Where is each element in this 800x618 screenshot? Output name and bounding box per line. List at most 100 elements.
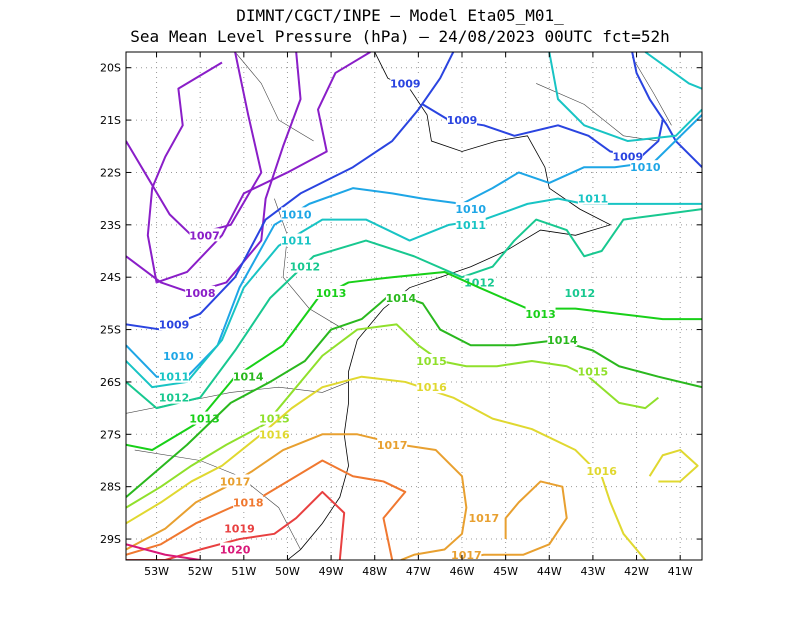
state-border bbox=[274, 198, 345, 330]
plot-frame bbox=[125, 51, 703, 561]
contour-label-1013: 1013 bbox=[189, 413, 220, 426]
contour-label-bg bbox=[159, 369, 189, 383]
contour-1012 bbox=[126, 208, 702, 410]
contour-label-1018: 1018 bbox=[233, 496, 264, 509]
contour-label-bg bbox=[220, 474, 251, 488]
tick-label-lat: 27S bbox=[100, 428, 121, 441]
tick-label-lon: 43W bbox=[580, 565, 605, 578]
contour-1011 bbox=[644, 52, 702, 90]
tick-label-lon: 44W bbox=[537, 565, 562, 578]
tick-label-lon: 47W bbox=[406, 565, 431, 578]
contour-label-1015: 1015 bbox=[578, 365, 609, 378]
contour-label-bg bbox=[468, 511, 499, 525]
contour-label-bg bbox=[455, 217, 486, 231]
coastline bbox=[287, 52, 612, 560]
contour-1009 bbox=[631, 52, 702, 168]
contour-1017 bbox=[453, 480, 568, 560]
contour-label-1017: 1017 bbox=[451, 549, 482, 562]
contour-label-bg bbox=[630, 160, 661, 174]
contour-label-bg bbox=[159, 390, 189, 404]
tick-label-lon: 52W bbox=[188, 565, 213, 578]
contour-label-1010: 1010 bbox=[163, 350, 194, 363]
contour-label-bg bbox=[259, 411, 290, 425]
contour-1011 bbox=[548, 52, 702, 143]
contour-label-bg bbox=[577, 364, 608, 378]
contour-label-bg bbox=[224, 521, 255, 535]
contour-label-1020: 1020 bbox=[220, 544, 251, 557]
contour-label-1012: 1012 bbox=[159, 392, 190, 405]
contour-label-bg bbox=[525, 306, 556, 320]
contour-label-bg bbox=[455, 202, 486, 216]
state-border bbox=[134, 449, 301, 550]
contour-label-1011: 1011 bbox=[281, 235, 312, 248]
contour-1016 bbox=[648, 449, 699, 483]
contour-label-1014: 1014 bbox=[233, 371, 264, 384]
contour-1013 bbox=[126, 270, 702, 452]
contour-label-bg bbox=[281, 233, 312, 247]
contour-1020 bbox=[126, 543, 201, 560]
contour-1018 bbox=[126, 459, 407, 560]
contour-label-bg bbox=[377, 437, 408, 451]
contour-label-bg bbox=[586, 463, 617, 477]
contour-label-bg bbox=[564, 285, 595, 299]
chart-title-line2: Sea Mean Level Pressure (hPa) – 24/08/20… bbox=[130, 27, 670, 46]
contour-label-bg bbox=[547, 333, 578, 347]
tick-label-lon: 50W bbox=[275, 565, 300, 578]
contour-label-1016: 1016 bbox=[416, 381, 447, 394]
contour-label-1013: 1013 bbox=[316, 287, 347, 300]
contour-label-1007: 1007 bbox=[189, 229, 220, 242]
contour-1007 bbox=[146, 52, 371, 284]
contour-label-bg bbox=[316, 285, 347, 299]
contour-label-1009: 1009 bbox=[447, 114, 478, 127]
contour-label-bg bbox=[159, 317, 189, 331]
tick-label-lat: 24S bbox=[100, 271, 121, 284]
contour-label-bg bbox=[185, 285, 216, 299]
contour-label-bg bbox=[447, 113, 477, 127]
contour-label-bg bbox=[220, 542, 251, 556]
tick-label-lat: 26S bbox=[100, 376, 121, 389]
contour-label-bg bbox=[416, 353, 447, 367]
contour-label-1011: 1011 bbox=[159, 371, 190, 384]
contour-label-bg bbox=[577, 191, 608, 205]
contour-label-1009: 1009 bbox=[390, 77, 421, 90]
contour-label-bg bbox=[289, 259, 320, 273]
tick-label-lon: 45W bbox=[493, 565, 518, 578]
contour-label-bg bbox=[233, 495, 264, 509]
tick-label-lon: 46W bbox=[450, 565, 475, 578]
tick-label-lon: 49W bbox=[319, 565, 344, 578]
contour-label-1012: 1012 bbox=[464, 276, 495, 289]
contour-label-1016: 1016 bbox=[586, 465, 617, 478]
state-border bbox=[631, 57, 672, 126]
tick-label-lat: 25S bbox=[100, 324, 121, 337]
contour-label-1011: 1011 bbox=[455, 219, 486, 232]
tick-label-lon: 51W bbox=[231, 565, 256, 578]
tick-label-lat: 20S bbox=[100, 62, 121, 75]
tick-label-lat: 21S bbox=[100, 114, 121, 127]
contour-label-1011: 1011 bbox=[578, 193, 609, 206]
contour-label-1010: 1010 bbox=[455, 203, 486, 216]
contour-label-1012: 1012 bbox=[565, 287, 596, 300]
contour-label-bg bbox=[612, 149, 643, 163]
tick-label-lat: 23S bbox=[100, 219, 121, 232]
contour-1009 bbox=[422, 103, 664, 158]
contour-label-1017: 1017 bbox=[469, 512, 500, 525]
contour-1011 bbox=[126, 197, 702, 389]
contour-label-1009: 1009 bbox=[159, 318, 190, 331]
tick-label-lon: 42W bbox=[624, 565, 649, 578]
contour-label-1010: 1010 bbox=[630, 161, 661, 174]
contour-label-1017: 1017 bbox=[220, 475, 251, 488]
contour-1008 bbox=[126, 52, 302, 294]
contour-label-bg bbox=[416, 380, 447, 394]
contour-label-1012: 1012 bbox=[290, 261, 321, 274]
state-border bbox=[234, 52, 314, 142]
contour-label-1016: 1016 bbox=[259, 428, 290, 441]
contour-label-bg bbox=[189, 228, 220, 242]
contour-label-1013: 1013 bbox=[525, 308, 556, 321]
tick-label-lat: 28S bbox=[100, 481, 121, 494]
contour-label-bg bbox=[163, 348, 194, 362]
contour-label-1015: 1015 bbox=[416, 355, 447, 368]
tick-label-lat: 29S bbox=[100, 533, 121, 546]
tick-label-lat: 22S bbox=[100, 166, 121, 179]
contour-label-1010: 1010 bbox=[281, 208, 312, 221]
